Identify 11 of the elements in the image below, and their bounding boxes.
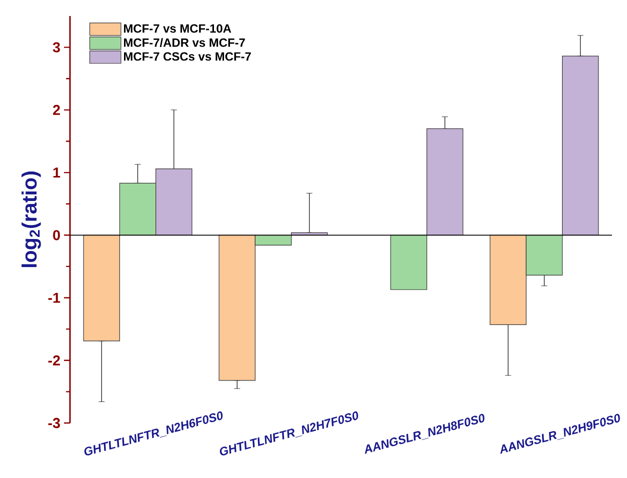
y-tick-label: 1 — [53, 168, 60, 178]
y-tick-label: -3 — [48, 418, 60, 428]
y-axis-title: log$_{2}$(ratio) — [22, 172, 41, 268]
y-tick-label: 2 — [53, 104, 60, 115]
y-tick-label: 3 — [52, 42, 60, 52]
y-tick-label: -2 — [48, 355, 60, 366]
legend-label: MCF-7 CSCs vs MCF-7 — [124, 52, 251, 61]
y-tick-label: -1 — [48, 292, 60, 303]
legend-label: MCF-7/ADR vs MCF-7 — [124, 38, 245, 47]
y-tick-label: 0 — [53, 230, 60, 240]
legend-label: MCF-7 vs MCF-10A — [124, 24, 232, 33]
